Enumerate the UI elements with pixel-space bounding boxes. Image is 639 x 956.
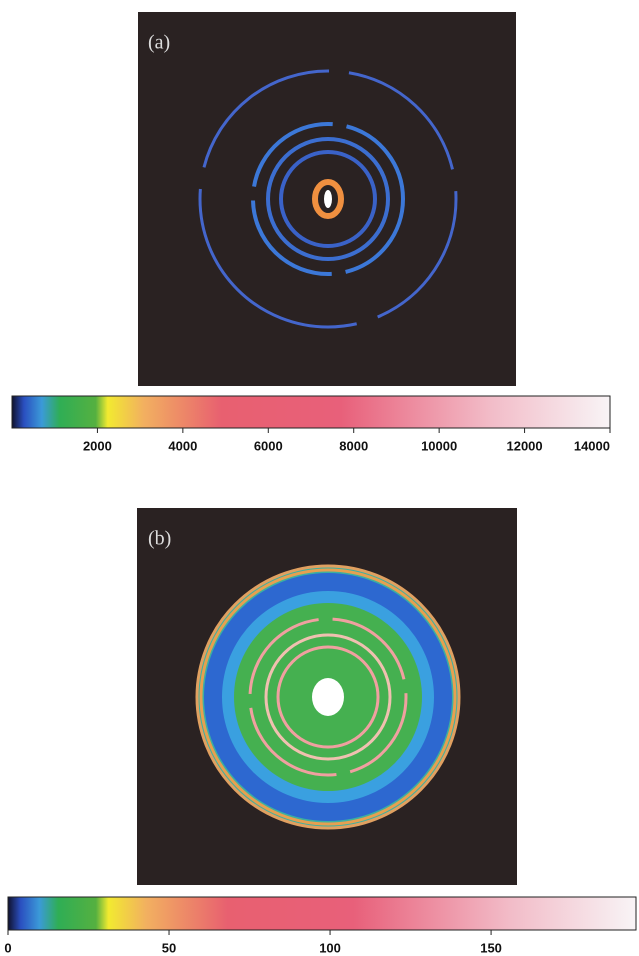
tick-label: 10000: [421, 438, 457, 453]
panel-label: (a): [148, 32, 170, 54]
tick-label: 14000: [574, 438, 610, 453]
tick-label: 0: [4, 940, 11, 955]
center: [324, 190, 332, 208]
center: [312, 678, 344, 716]
tick-label: 2000: [83, 438, 112, 453]
tick-label: 150: [480, 940, 502, 955]
tick-label: 6000: [254, 438, 283, 453]
panel-label: (b): [148, 528, 171, 550]
tick-label: 12000: [506, 438, 542, 453]
colorbar: [8, 897, 636, 930]
tick-label: 100: [319, 940, 341, 955]
colorbar: [12, 396, 610, 428]
rings-b: [197, 566, 459, 828]
tick-label: 50: [162, 940, 176, 955]
figure: (a) (b) 2000 4000 6000 8000 10000 12000 14000 0…: [0, 0, 639, 956]
tick-label: 4000: [168, 438, 197, 453]
tick-label: 8000: [339, 438, 368, 453]
